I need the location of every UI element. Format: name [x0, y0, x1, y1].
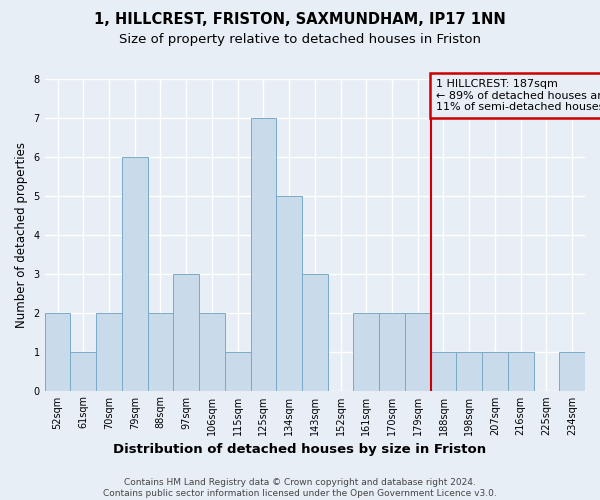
Bar: [353, 312, 379, 390]
Bar: [276, 196, 302, 390]
Text: 1 HILLCREST: 187sqm
← 89% of detached houses are smaller (40)
11% of semi-detach: 1 HILLCREST: 187sqm ← 89% of detached ho…: [436, 79, 600, 112]
Bar: [559, 352, 585, 391]
Text: Contains HM Land Registry data © Crown copyright and database right 2024.
Contai: Contains HM Land Registry data © Crown c…: [103, 478, 497, 498]
Bar: [482, 352, 508, 391]
Bar: [508, 352, 533, 391]
Bar: [44, 312, 70, 390]
Bar: [96, 312, 122, 390]
Bar: [122, 157, 148, 390]
Y-axis label: Number of detached properties: Number of detached properties: [15, 142, 28, 328]
Bar: [431, 352, 457, 391]
Bar: [457, 352, 482, 391]
Bar: [199, 312, 225, 390]
Bar: [379, 312, 405, 390]
Bar: [251, 118, 276, 390]
Bar: [148, 312, 173, 390]
Text: 1, HILLCREST, FRISTON, SAXMUNDHAM, IP17 1NN: 1, HILLCREST, FRISTON, SAXMUNDHAM, IP17 …: [94, 12, 506, 28]
Text: Distribution of detached houses by size in Friston: Distribution of detached houses by size …: [113, 442, 487, 456]
Bar: [70, 352, 96, 391]
Bar: [225, 352, 251, 391]
Bar: [173, 274, 199, 390]
Bar: [405, 312, 431, 390]
Bar: [302, 274, 328, 390]
Text: Size of property relative to detached houses in Friston: Size of property relative to detached ho…: [119, 32, 481, 46]
